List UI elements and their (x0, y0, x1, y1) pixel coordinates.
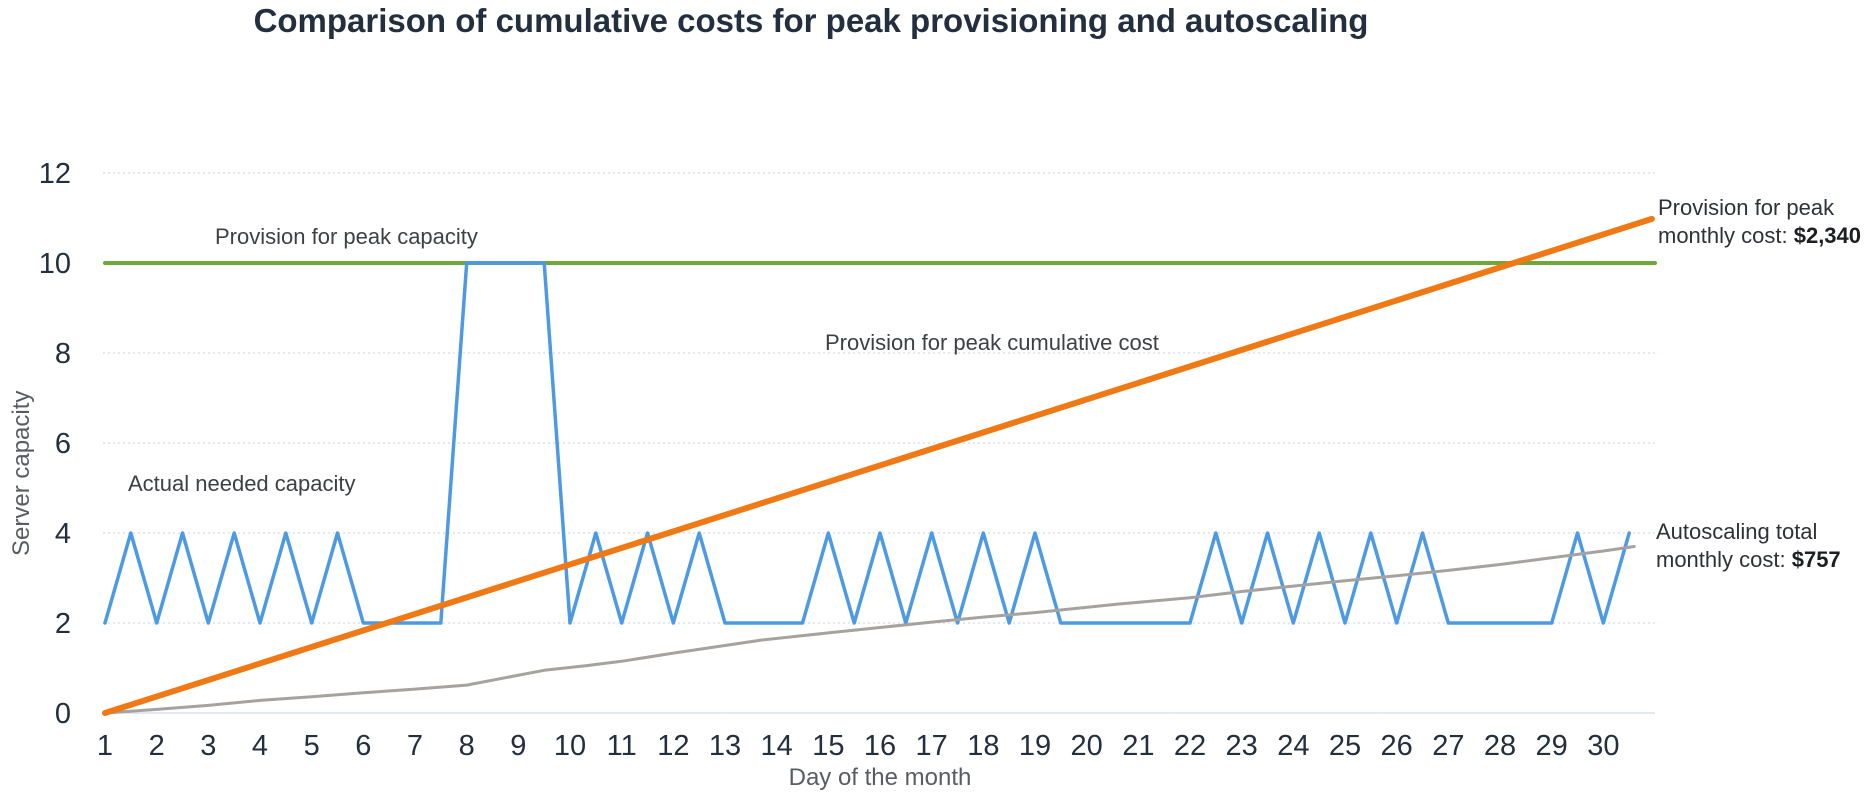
x-tick-label-30: 30 (1587, 730, 1619, 762)
y-tick-label-4: 4 (55, 518, 71, 550)
series-autoscaling-cumulative-cost (103, 545, 1636, 715)
x-tick-label-10: 10 (554, 730, 586, 762)
x-tick-label-14: 14 (761, 730, 793, 762)
x-tick-label-22: 22 (1174, 730, 1206, 762)
peak-monthly-cost-line1: Provision for peak (1658, 195, 1835, 220)
autoscaling-cost-value: $757 (1791, 547, 1841, 572)
series-provision-for-peak-cumulative-cost (102, 215, 1655, 716)
x-tick-label-19: 19 (1019, 730, 1051, 762)
y-tick-label-10: 10 (39, 248, 71, 280)
x-tick-label-13: 13 (709, 730, 741, 762)
x-tick-label-3: 3 (200, 730, 216, 762)
x-tick-label-4: 4 (252, 730, 268, 762)
autoscaling-cost-line2-prefix: monthly cost: (1656, 547, 1792, 572)
x-tick-label-11: 11 (607, 730, 637, 762)
y-tick-label-2: 2 (55, 608, 71, 640)
annotation-peak-cumulative-cost-label: Provision for peak cumulative cost (825, 330, 1159, 355)
x-tick-label-17: 17 (916, 730, 948, 762)
x-tick-label-1: 1 (97, 730, 113, 762)
x-tick-label-24: 24 (1277, 730, 1309, 762)
y-tick-label-0: 0 (55, 698, 71, 730)
y-axis-title: Server capacity (8, 390, 35, 556)
y-tick-label-6: 6 (55, 428, 71, 460)
x-tick-label-16: 16 (864, 730, 896, 762)
x-tick-label-5: 5 (304, 730, 320, 762)
x-tick-label-9: 9 (510, 730, 526, 762)
x-tick-label-20: 20 (1071, 730, 1103, 762)
x-tick-label-29: 29 (1536, 730, 1568, 762)
x-axis-title: Day of the month (788, 764, 972, 791)
x-tick-label-21: 21 (1122, 730, 1154, 762)
peak-monthly-cost-value: $2,340 (1793, 223, 1862, 248)
x-tick-label-28: 28 (1484, 730, 1516, 762)
peak-monthly-cost-line2-prefix: monthly cost: (1658, 223, 1794, 248)
x-tick-label-27: 27 (1432, 730, 1464, 762)
x-tick-label-18: 18 (967, 730, 999, 762)
chart-title: Comparison of cumulative costs for peak … (253, 2, 1369, 39)
x-tick-label-8: 8 (459, 730, 475, 762)
y-tick-label-12: 12 (39, 158, 71, 190)
annotation-peak-capacity-label: Provision for peak capacity (215, 224, 478, 249)
x-tick-label-15: 15 (812, 730, 844, 762)
x-tick-label-2: 2 (149, 730, 165, 762)
x-tick-label-26: 26 (1381, 730, 1413, 762)
x-tick-label-25: 25 (1329, 730, 1361, 762)
annotation-peak-monthly-cost: Provision for peak monthly cost: $2,340 (1658, 194, 1867, 250)
x-tick-label-23: 23 (1226, 730, 1258, 762)
annotation-actual-capacity-label: Actual needed capacity (128, 471, 356, 496)
x-tick-label-12: 12 (657, 730, 689, 762)
x-tick-label-7: 7 (407, 730, 423, 762)
x-tick-label-6: 6 (355, 730, 371, 762)
y-tick-label-8: 8 (55, 338, 71, 370)
annotation-autoscaling-monthly-cost: Autoscaling total monthly cost: $757 (1656, 518, 1867, 574)
autoscaling-cost-line1: Autoscaling total (1656, 519, 1818, 544)
series-actual-needed-capacity (103, 261, 1631, 625)
